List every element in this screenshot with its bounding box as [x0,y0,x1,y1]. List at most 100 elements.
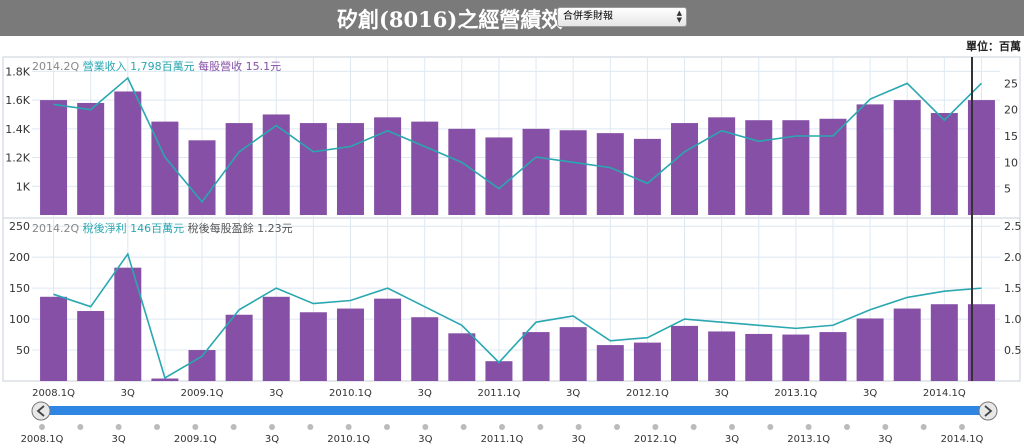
bar [596,345,624,381]
navigator-tick [575,424,582,430]
navigator-tick [729,424,735,430]
y-tick-left: 1.8K [5,65,30,78]
bar [671,325,699,381]
scroll-left-button[interactable] [31,401,51,421]
report-type-select[interactable]: 合併季財報 ▲ ▼ [557,7,687,27]
navigator-tick [805,424,812,430]
up-down-arrows-icon: ▲ ▼ [676,9,682,24]
bar [708,117,736,215]
navigator-tick [499,424,505,430]
bar [522,128,550,215]
x-tick-label: 3Q [715,388,729,399]
navigator-tick [690,424,697,430]
bar [188,350,216,381]
y-tick-left: 150 [9,282,30,295]
navigator-tick [537,424,544,430]
y-tick-left: 100 [9,313,30,326]
bottom-legend: 2014.2Q 稅後淨利 146百萬元 稅後每股盈餘 1.23元 [32,221,293,235]
navigator-tick [460,424,467,430]
eps-line [53,252,982,380]
bar [893,308,921,381]
navigator-tick [192,424,199,430]
x-tick-label: 2012.1Q [626,388,669,399]
navigator-tick [230,424,237,430]
y-tick-left: 250 [9,220,30,233]
navigator-tick [920,424,927,430]
navigator-tick-label: 3Q [878,434,892,445]
y-tick-left: 1.2K [5,152,30,165]
navigator-tick [959,424,965,430]
bar [262,296,290,381]
bar [745,120,773,215]
top-legend: 2014.2Q 營業收入 1,798百萬元 每股營收 15.1元 [32,59,281,73]
bar [782,334,810,381]
bar [411,121,439,215]
bottom-legend-eps: 稅後每股盈餘 1.23元 [188,221,293,235]
top-legend-eps: 每股營收 15.1元 [198,59,281,73]
bar [893,100,921,215]
scroll-right-button[interactable] [978,401,998,421]
x-tick-label: 2013.1Q [774,388,817,399]
y-tick-left: 1.4K [5,123,30,136]
y-tick-left: 1K [16,180,31,193]
top-legend-revenue: 營業收入 1,798百萬元 [83,59,198,73]
navigator-tick [652,424,659,430]
bar [596,133,624,215]
navigator-tick-label: 2010.1Q [327,434,370,445]
y-tick-right: 2.5 [1004,220,1022,233]
chevron-right-icon [984,405,993,417]
y-tick-left: 1.6K [5,94,30,107]
scrollbar-track[interactable] [42,406,982,415]
top-legend-period: 2014.2Q [32,60,83,73]
navigator-tick-label: 2014.1Q [941,434,984,445]
y-tick-right: 0.5 [1004,344,1022,357]
navigator-tick-label: 2012.1Q [634,434,677,445]
y-tick-right: 5 [1004,183,1011,196]
y-tick-right: 25 [1004,77,1018,90]
bar [559,130,587,215]
bar [671,123,699,215]
bar [745,333,773,381]
bar [77,102,105,215]
x-tick-label: 3Q [269,388,283,399]
x-tick-label: 2010.1Q [329,388,372,399]
bar [40,100,68,215]
navigator-tick-label: 2009.1Q [174,434,217,445]
bar [819,332,847,381]
bar [930,304,958,381]
navigator-tick [614,424,620,430]
bar [708,331,736,381]
bar [856,104,884,215]
bar [633,342,661,381]
x-tick-label: 2009.1Q [181,388,224,399]
x-tick-label: 3Q [418,388,432,399]
navigator-tick [767,424,774,430]
navigator-tick-label: 2008.1Q [21,434,64,445]
bottom-legend-period: 2014.2Q [32,222,83,235]
bar [40,296,68,381]
y-tick-right: 15 [1004,130,1018,143]
bar [151,378,179,381]
x-tick-label: 3Q [863,388,877,399]
bar [374,298,402,381]
bar [633,138,661,215]
bottom-legend-profit: 稅後淨利 146百萬元 [83,221,188,235]
bar [188,140,216,215]
navigator-tick [882,424,889,430]
bar [374,117,402,215]
bar [522,332,550,381]
navigator-tick [345,424,352,430]
y-tick-left: 200 [9,251,30,264]
bar [77,311,105,381]
navigator-tick-label: 3Q [572,434,586,445]
y-tick-left: 50 [16,344,30,357]
title-bar: 矽創(8016)之經營績效 合併季財報 ▲ ▼ [0,0,1024,36]
bar [930,113,958,215]
bar [819,118,847,215]
navigator-tick [422,424,429,430]
x-tick-label: 2008.1Q [32,388,75,399]
bar [336,308,364,381]
navigator-tick [384,424,390,430]
chevron-left-icon [36,405,45,417]
